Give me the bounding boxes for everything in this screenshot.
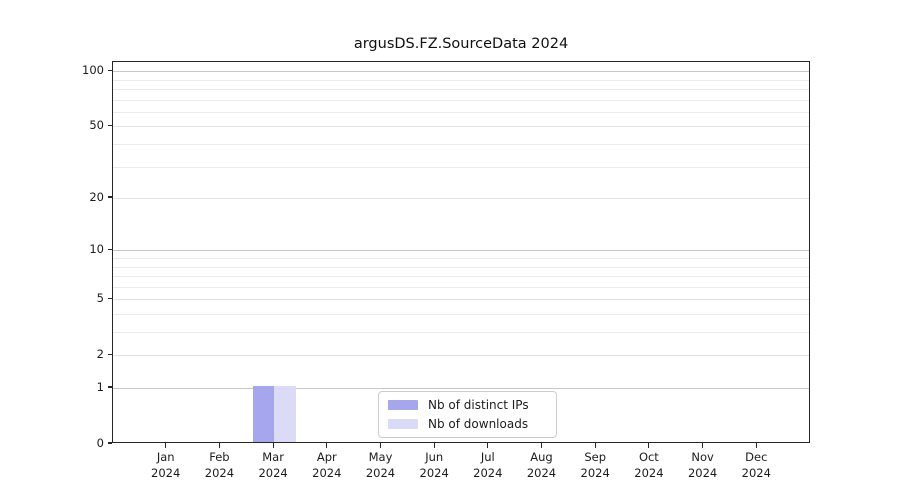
legend-label: Nb of downloads [428,416,529,431]
x-tick-mark [218,443,220,448]
x-tick-month: Aug [530,450,553,464]
y-tick-mark [108,196,112,198]
y-gridline-minor [113,111,809,113]
x-tick-mark [379,443,382,448]
x-tick-label: Feb 2024 [189,450,249,481]
y-gridline-minor [113,266,809,268]
x-tick-label: May 2024 [351,450,411,481]
x-tick-mark [272,443,274,448]
x-tick-label: Dec 2024 [726,450,786,481]
bar-nb-of-distinct-ips [252,386,275,442]
x-tick-month: Mar [262,450,284,464]
x-tick-year: 2024 [687,465,718,480]
x-tick-mark [594,443,596,448]
x-tick-label: Nov 2024 [673,450,733,481]
x-tick-month: Jun [425,450,444,464]
x-tick-mark [755,443,757,448]
x-tick-label: Jul 2024 [458,450,518,481]
y-gridline-minor [113,99,809,101]
y-tick-mark [108,353,112,355]
y-tick-mark [108,442,112,444]
x-tick-month: May [368,450,393,464]
x-tick-month: Jul [480,450,495,464]
x-tick-month: Sep [584,450,607,464]
x-tick-year: 2024 [526,465,557,480]
y-gridline-minor [113,332,809,333]
y-gridline-minor [113,276,809,277]
y-gridline [113,126,809,128]
x-tick-month: Feb [209,450,230,464]
y-tick-label: 100 [82,62,104,77]
y-gridline [113,299,809,301]
y-gridline [113,250,809,252]
legend-entry-nb-of-downloads: Nb of downloads [388,415,547,434]
legend-entry-nb-of-distinct-ips: Nb of distinct IPs [388,396,547,415]
x-tick-year: 2024 [580,465,610,480]
plot-area [112,61,810,443]
x-tick-year: 2024 [634,465,664,480]
y-tick-mark [108,124,112,126]
y-gridline-minor [113,257,809,259]
x-tick-mark [433,443,435,448]
x-tick-year: 2024 [204,465,235,480]
x-tick-label: Mar 2024 [243,450,303,481]
chart-title: argusDS.FZ.SourceData 2024 [353,36,569,52]
x-tick-label: Jun 2024 [404,450,464,481]
y-tick-mark [108,248,112,250]
y-tick-label: 20 [89,189,104,204]
x-tick-month: Nov [691,450,714,464]
y-gridline-minor [113,286,809,288]
x-tick-mark [487,443,489,448]
x-tick-month: Dec [745,450,768,464]
y-tick-mark [108,69,112,71]
x-tick-mark [702,443,704,448]
y-gridline-minor [113,88,809,90]
legend-swatch-nb-of-distinct-ips [388,400,418,411]
y-gridline-minor [113,313,809,315]
x-tick-label: Aug 2024 [512,450,572,481]
x-tick-year: 2024 [312,465,342,480]
y-gridline-minor [113,143,809,145]
x-tick-year: 2024 [151,465,181,480]
legend-label: Nb of distinct IPs [428,398,529,413]
y-gridline-minor [113,79,809,81]
x-tick-label: Jan 2024 [136,450,196,481]
x-tick-label: Oct 2024 [619,450,679,481]
x-tick-mark [165,443,167,448]
legend: Nb of distinct IPs Nb of downloads [378,391,557,438]
x-tick-mark [326,443,328,448]
y-tick-label: 50 [89,117,104,132]
x-tick-month: Oct [638,450,659,464]
y-tick-mark [108,297,112,299]
y-gridline [113,388,809,389]
x-tick-year: 2024 [473,465,503,480]
x-tick-year: 2024 [741,465,771,480]
x-tick-year: 2024 [419,465,449,480]
y-tick-label: 5 [96,290,104,305]
x-tick-year: 2024 [258,465,288,480]
x-tick-month: Apr [316,450,337,464]
bar-nb-of-downloads [274,386,296,442]
y-gridline [113,71,809,73]
x-tick-label: Apr 2024 [297,450,357,481]
x-tick-year: 2024 [365,465,396,480]
y-tick-label: 10 [89,241,104,256]
x-tick-label: Sep 2024 [565,450,625,481]
x-tick-month: Jan [156,450,175,464]
y-gridline [113,198,809,199]
y-tick-label: 0 [96,435,104,450]
y-gridline-minor [113,166,809,168]
y-tick-label: 2 [96,346,104,361]
x-tick-mark [648,443,650,448]
y-gridline [113,355,809,357]
x-tick-mark [540,443,543,448]
legend-swatch-nb-of-downloads [388,418,418,429]
y-tick-label: 1 [96,379,104,394]
y-tick-mark [108,386,112,388]
